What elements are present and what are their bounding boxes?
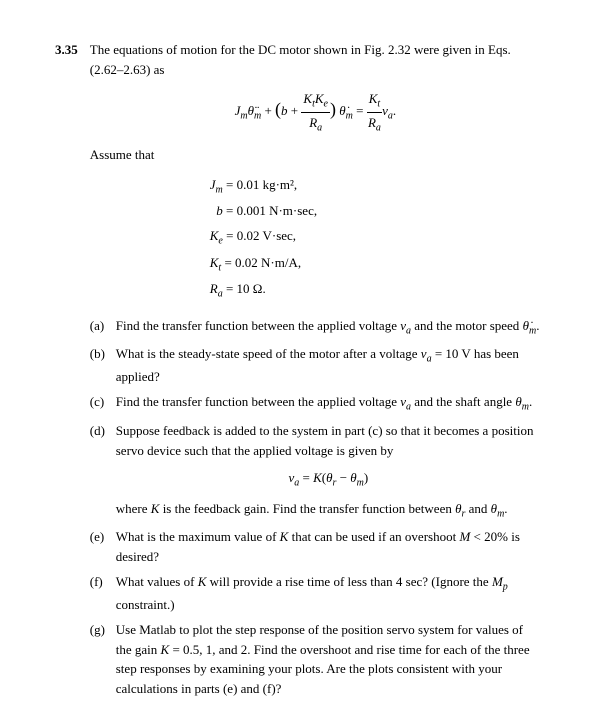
part-e: (e) What is the maximum value of K that … <box>90 527 541 566</box>
part-label: (g) <box>90 620 110 698</box>
main-equation: Jmθ̈m + (b + KtKeRa) θ̇m = KtRava. <box>90 89 541 135</box>
part-a: (a) Find the transfer function between t… <box>90 316 541 339</box>
intro-text: The equations of motion for the DC motor… <box>90 40 541 79</box>
part-d-equation: va = K(θr − θm) <box>116 468 541 491</box>
part-text: What is the steady-state speed of the mo… <box>116 344 541 386</box>
value-ra: Ra = 10 Ω. <box>210 277 541 304</box>
part-text: Find the transfer function between the a… <box>116 316 541 339</box>
part-c: (c) Find the transfer function between t… <box>90 392 541 415</box>
value-ke: Ke = 0.02 V·sec, <box>210 224 541 251</box>
part-label: (f) <box>90 572 110 614</box>
part-text: Find the transfer function between the a… <box>116 392 541 415</box>
part-text: What is the maximum value of K that can … <box>116 527 541 566</box>
assume-label: Assume that <box>90 145 541 165</box>
problem-number: 3.35 <box>55 40 78 704</box>
problem-block: 3.35 The equations of motion for the DC … <box>55 40 541 704</box>
part-label: (e) <box>90 527 110 566</box>
part-text: What values of K will provide a rise tim… <box>116 572 541 614</box>
part-b: (b) What is the steady-state speed of th… <box>90 344 541 386</box>
value-kt: Kt = 0.02 N·m/A, <box>210 251 541 278</box>
problem-body: The equations of motion for the DC motor… <box>90 40 541 704</box>
part-d: (d) Suppose feedback is added to the sys… <box>90 421 541 521</box>
part-label: (b) <box>90 344 110 386</box>
part-label: (d) <box>90 421 110 521</box>
part-f: (f) What values of K will provide a rise… <box>90 572 541 614</box>
part-text: Suppose feedback is added to the system … <box>116 421 541 521</box>
value-b: b = 0.001 N·m·sec, <box>210 199 541 224</box>
part-d-text: Suppose feedback is added to the system … <box>116 423 534 458</box>
part-g: (g) Use Matlab to plot the step response… <box>90 620 541 698</box>
part-label: (a) <box>90 316 110 339</box>
values-block: Jm = 0.01 kg·m², b = 0.001 N·m·sec, Ke =… <box>210 173 541 304</box>
part-label: (c) <box>90 392 110 415</box>
value-jm: Jm = 0.01 kg·m², <box>210 173 541 200</box>
part-d-after: where K is the feedback gain. Find the t… <box>116 499 541 522</box>
part-text: Use Matlab to plot the step response of … <box>116 620 541 698</box>
